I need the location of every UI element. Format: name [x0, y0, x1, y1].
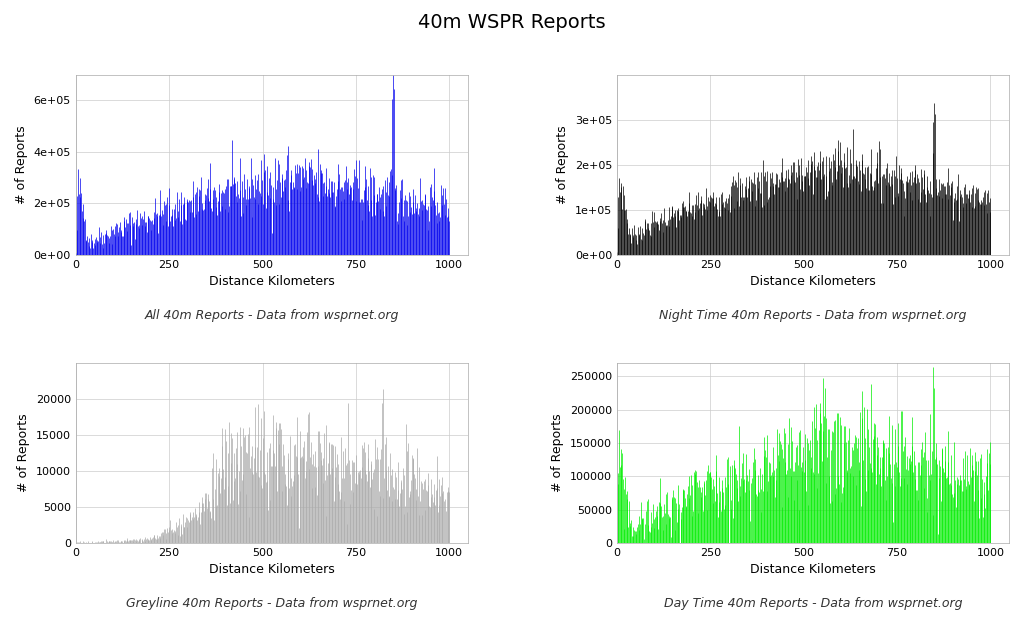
Y-axis label: # of Reports: # of Reports — [551, 413, 564, 493]
Y-axis label: # of Reports: # of Reports — [15, 125, 28, 204]
Text: 40m WSPR Reports: 40m WSPR Reports — [418, 13, 606, 32]
Text: Night Time 40m Reports - Data from wsprnet.org: Night Time 40m Reports - Data from wsprn… — [659, 309, 967, 322]
X-axis label: Distance Kilometers: Distance Kilometers — [209, 563, 335, 576]
Y-axis label: # of Reports: # of Reports — [17, 413, 31, 493]
X-axis label: Distance Kilometers: Distance Kilometers — [209, 275, 335, 288]
Text: All 40m Reports - Data from wsprnet.org: All 40m Reports - Data from wsprnet.org — [144, 309, 399, 322]
X-axis label: Distance Kilometers: Distance Kilometers — [750, 275, 876, 288]
Text: Day Time 40m Reports - Data from wsprnet.org: Day Time 40m Reports - Data from wsprnet… — [664, 597, 963, 610]
X-axis label: Distance Kilometers: Distance Kilometers — [750, 563, 876, 576]
Y-axis label: # of Reports: # of Reports — [556, 125, 569, 204]
Text: Greyline 40m Reports - Data from wsprnet.org: Greyline 40m Reports - Data from wsprnet… — [126, 597, 418, 610]
